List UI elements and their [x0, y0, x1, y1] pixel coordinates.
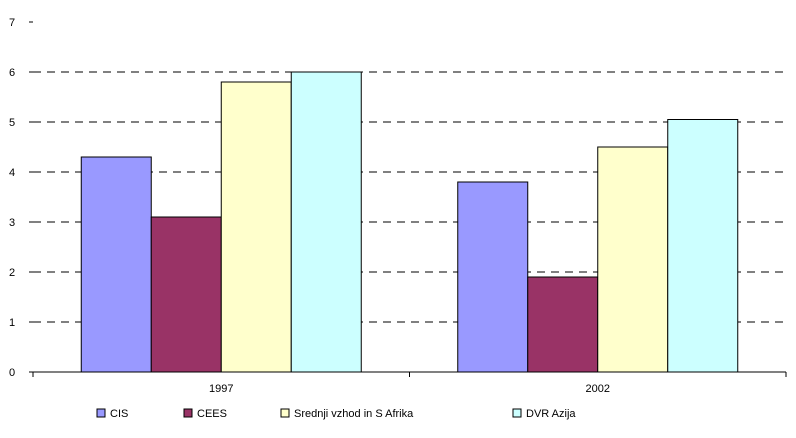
legend-swatch	[512, 408, 522, 418]
bar-cees-1997	[150, 216, 222, 373]
y-tick-label: 4	[9, 167, 15, 179]
axes	[29, 21, 787, 377]
legend: CIS CEES Srednji vzhod in S Afrika DVR Azij…	[96, 408, 576, 420]
x-axis-ticks: 1997 2002	[209, 383, 610, 395]
x-tick-label: 1997	[209, 383, 233, 395]
bar-srednji-vzhod-in-s-afrika-1997	[220, 81, 292, 373]
y-tick-label: 0	[9, 367, 15, 379]
y-tick-label: 1	[9, 317, 15, 329]
y-tick-label: 7	[9, 17, 15, 29]
bar-dvr-azija-1997	[290, 71, 362, 373]
legend-label: CEES	[197, 408, 227, 420]
bar-cis-2002	[457, 181, 529, 373]
bar-srednji-vzhod-in-s-afrika-2002	[597, 146, 669, 373]
y-axis-ticks: 0 1 2 3 4 5 6 7	[9, 17, 15, 379]
legend-label: CIS	[110, 408, 128, 420]
legend-swatch	[280, 408, 290, 418]
legend-swatch	[96, 408, 106, 418]
legend-label: DVR Azija	[526, 408, 576, 420]
x-tick-label: 2002	[586, 383, 610, 395]
bar-cis-1997	[80, 156, 152, 373]
y-tick-label: 5	[9, 117, 15, 129]
bar-cees-2002	[527, 276, 599, 373]
legend-swatch	[183, 408, 193, 418]
legend-label: Srednji vzhod in S Afrika	[294, 408, 414, 420]
y-tick-label: 3	[9, 217, 15, 229]
bars	[80, 71, 739, 373]
bar-dvr-azija-2002	[667, 119, 739, 373]
y-tick-label: 6	[9, 67, 15, 79]
y-tick-label: 2	[9, 267, 15, 279]
